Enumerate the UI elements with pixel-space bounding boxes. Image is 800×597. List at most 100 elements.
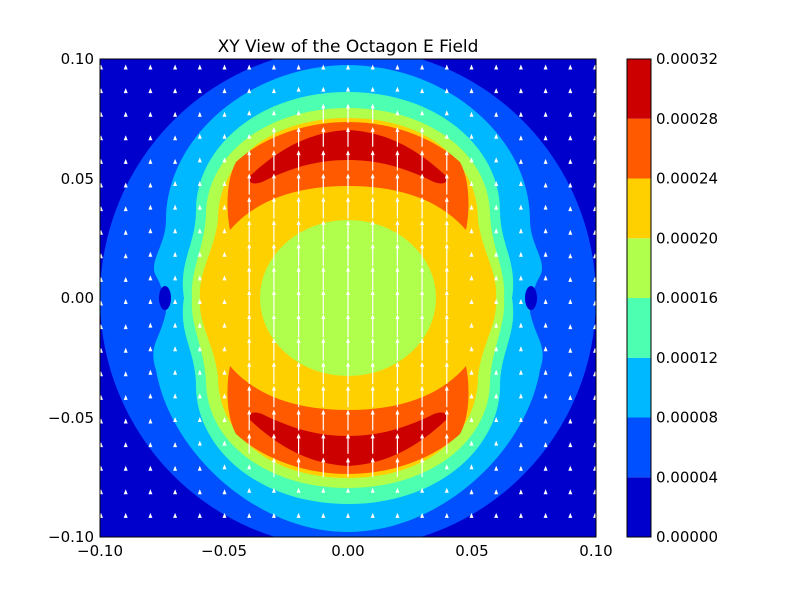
quiver-arrow: [100, 347, 103, 353]
quiver-arrow: [494, 369, 499, 375]
quiver-arrow: [296, 290, 301, 314]
quiver-arrow: [420, 220, 425, 243]
quiver-arrow: [173, 228, 178, 234]
quiver-arrow: [173, 251, 178, 257]
quiver-arrow: [222, 322, 227, 328]
quiver-arrow: [395, 313, 400, 338]
quiver-arrow: [420, 196, 425, 219]
quiver-arrow: [173, 204, 178, 210]
quiver-arrow: [370, 266, 375, 291]
quiver-arrow: [494, 251, 499, 257]
quiver-arrow: [494, 133, 499, 139]
quiver-arrow: [469, 299, 474, 304]
quiver-arrow: [494, 440, 499, 446]
quiver-arrow: [494, 299, 499, 304]
quiver-arrow: [148, 465, 153, 471]
quiver-arrow: [296, 337, 301, 361]
quiver-arrow: [148, 228, 153, 234]
quiver-arrow: [321, 457, 326, 478]
quiver-arrow: [593, 324, 596, 330]
quiver-arrow: [247, 512, 252, 518]
quiver-arrow: [123, 512, 128, 518]
quiver-arrow: [518, 346, 523, 352]
quiver-arrow: [395, 337, 400, 361]
quiver-arrow: [197, 512, 202, 518]
quiver-arrow: [370, 409, 375, 431]
quiver-arrow: [321, 86, 326, 92]
quiver-arrow: [123, 64, 128, 70]
quiver-arrow: [296, 512, 301, 518]
quiver-arrow: [148, 204, 153, 210]
quiver-arrow: [593, 442, 596, 448]
plot-frame: [99, 58, 597, 538]
chart-title: XY View of the Octagon E Field: [218, 37, 479, 57]
colorbar-band: [627, 357, 651, 418]
quiver-arrow: [222, 393, 227, 399]
quiver-arrow: [247, 110, 252, 116]
quiver-arrow: [420, 243, 425, 267]
quiver-arrow: [370, 173, 375, 195]
quiver-arrow: [197, 133, 202, 139]
quiver-arrow: [444, 512, 449, 518]
quiver-arrow: [395, 110, 400, 116]
quiver-arrow: [370, 126, 375, 147]
quiver-arrow: [296, 243, 301, 267]
quiver-arrow: [271, 64, 276, 70]
quiver-arrow: [543, 346, 548, 352]
quiver-arrow: [494, 393, 499, 399]
quiver-arrow: [148, 64, 153, 70]
x-tick-label: 0.00: [331, 542, 364, 560]
quiver-arrow: [346, 150, 350, 171]
quiver-arrow: [395, 487, 400, 493]
colorbar-frame: [626, 58, 652, 538]
quiver-arrow: [568, 465, 573, 471]
y-tick-label: 0.00: [61, 289, 94, 307]
quiver-arrow: [444, 150, 449, 171]
x-tick-label: −0.10: [77, 542, 123, 560]
quiver-arrow: [370, 103, 375, 123]
quiver-arrow: [148, 88, 153, 94]
colorbar-tick-label: 0.00024: [656, 170, 718, 188]
quiver-arrow: [494, 88, 499, 94]
quiver-arrow: [346, 64, 350, 70]
quiver-arrow: [123, 347, 128, 353]
quiver-arrow: [123, 135, 128, 141]
quiver-arrow: [568, 324, 573, 330]
quiver-arrow: [100, 88, 103, 94]
quiver-arrow: [197, 228, 202, 234]
quiver-arrow: [370, 487, 375, 493]
quiver-arrow: [494, 512, 499, 518]
quiver-arrow: [370, 385, 375, 408]
quiver-arrow: [271, 196, 276, 219]
quiver-arrow: [271, 220, 276, 243]
quiver-arrow: [321, 64, 326, 70]
quiver-arrow: [148, 512, 153, 518]
quiver-arrow: [444, 433, 449, 454]
quiver-arrow: [247, 464, 252, 470]
quiver-arrows: [100, 64, 596, 537]
quiver-arrow: [321, 103, 326, 123]
quiver-arrow: [247, 220, 252, 243]
quiver-arrow: [395, 64, 400, 70]
quiver-arrow: [420, 512, 425, 518]
quiver-arrow: [222, 204, 227, 210]
quiver-arrow: [518, 111, 523, 117]
quiver-arrow: [593, 512, 596, 518]
quiver-arrow: [494, 64, 499, 70]
quiver-arrow: [469, 369, 474, 375]
quiver-arrow: [420, 150, 425, 171]
quiver-arrow: [222, 346, 227, 352]
quiver-arrow: [593, 182, 596, 188]
quiver-arrow: [568, 512, 573, 518]
quiver-arrow: [222, 157, 227, 163]
x-tick-label: 0.10: [579, 542, 612, 560]
quiver-arrow: [469, 346, 474, 352]
quiver-arrow: [148, 442, 153, 448]
quiver-arrow: [296, 126, 301, 147]
colorbar-band: [627, 298, 651, 358]
quiver-arrow: [543, 442, 548, 448]
quiver-arrow: [494, 228, 499, 234]
quiver-arrow: [321, 409, 326, 431]
quiver-arrow: [222, 181, 227, 186]
quiver-arrow: [444, 220, 449, 243]
